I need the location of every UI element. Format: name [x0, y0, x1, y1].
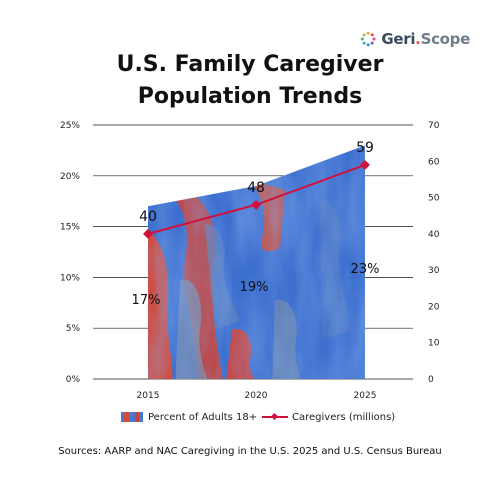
area-series — [148, 145, 365, 379]
legend-label-caregivers: Caregivers (millions) — [292, 411, 396, 423]
chart-title-line1: U.S. Family Caregiver — [116, 52, 384, 77]
legend: Percent of Adults 18+ Caregivers (millio… — [0, 408, 500, 426]
x-axis-tick-label: 2020 — [245, 391, 268, 401]
right-axis-tick-label: 40 — [428, 230, 440, 240]
caregivers-marker — [360, 159, 370, 170]
caregivers-marker — [251, 199, 261, 210]
left-axis-tick-label: 15% — [60, 223, 80, 233]
legend-item-caregivers: Caregivers (millions) — [262, 408, 395, 426]
right-axis-tick-label: 50 — [428, 194, 440, 204]
caregivers-marker — [143, 228, 153, 239]
chart-title-line2: Population Trends — [137, 84, 363, 109]
left-axis-tick-label: 25% — [60, 121, 80, 131]
brand-name: Geri.Scope — [381, 30, 470, 48]
x-axis-tick-label: 2025 — [354, 391, 377, 401]
logo-icon — [360, 31, 376, 47]
brand-name-right: Scope — [420, 30, 471, 48]
line-series — [143, 159, 370, 239]
area-fill — [148, 145, 365, 379]
sources-note: Sources: AARP and NAC Caregiving in the … — [58, 446, 442, 457]
left-axis-tick-label: 5% — [66, 324, 81, 334]
left-axis-tick-label: 10% — [60, 273, 80, 283]
right-axis-tick-label: 20 — [428, 302, 440, 312]
brand-name-left: Geri — [381, 30, 416, 48]
right-axis-tick-label: 0 — [428, 375, 434, 385]
area-data-label: 17% — [132, 293, 161, 308]
caregivers-data-label: 48 — [247, 180, 265, 196]
area-data-label: 23% — [351, 262, 380, 277]
legend-item-percent: Percent of Adults 18+ — [121, 408, 257, 426]
legend-area-swatch — [121, 412, 143, 422]
x-axis-tick-label: 2015 — [137, 391, 160, 401]
right-axis-tick-label: 30 — [428, 266, 440, 276]
legend-label-percent: Percent of Adults 18+ — [148, 411, 258, 423]
brand-dot: . — [415, 30, 421, 48]
area-data-label: 19% — [240, 280, 269, 295]
caregivers-data-label: 59 — [356, 140, 374, 156]
right-axis-tick-label: 60 — [428, 157, 440, 167]
right-axis-tick-label: 70 — [428, 121, 440, 131]
caregivers-data-label: 40 — [139, 209, 157, 225]
legend-line-swatch — [262, 412, 288, 421]
left-axis-tick-label: 20% — [60, 172, 80, 182]
brand-logo: Geri.Scope — [360, 22, 470, 56]
right-axis-tick-label: 10 — [428, 339, 440, 349]
axes: 0% 5% 10% 15% 20% 25% 0 10 20 30 40 50 60 70 2015 2020 2… — [60, 121, 440, 401]
data-labels: 17% 19% 23% 40 48 59 — [132, 140, 380, 308]
left-axis-tick-label: 0% — [66, 375, 81, 385]
